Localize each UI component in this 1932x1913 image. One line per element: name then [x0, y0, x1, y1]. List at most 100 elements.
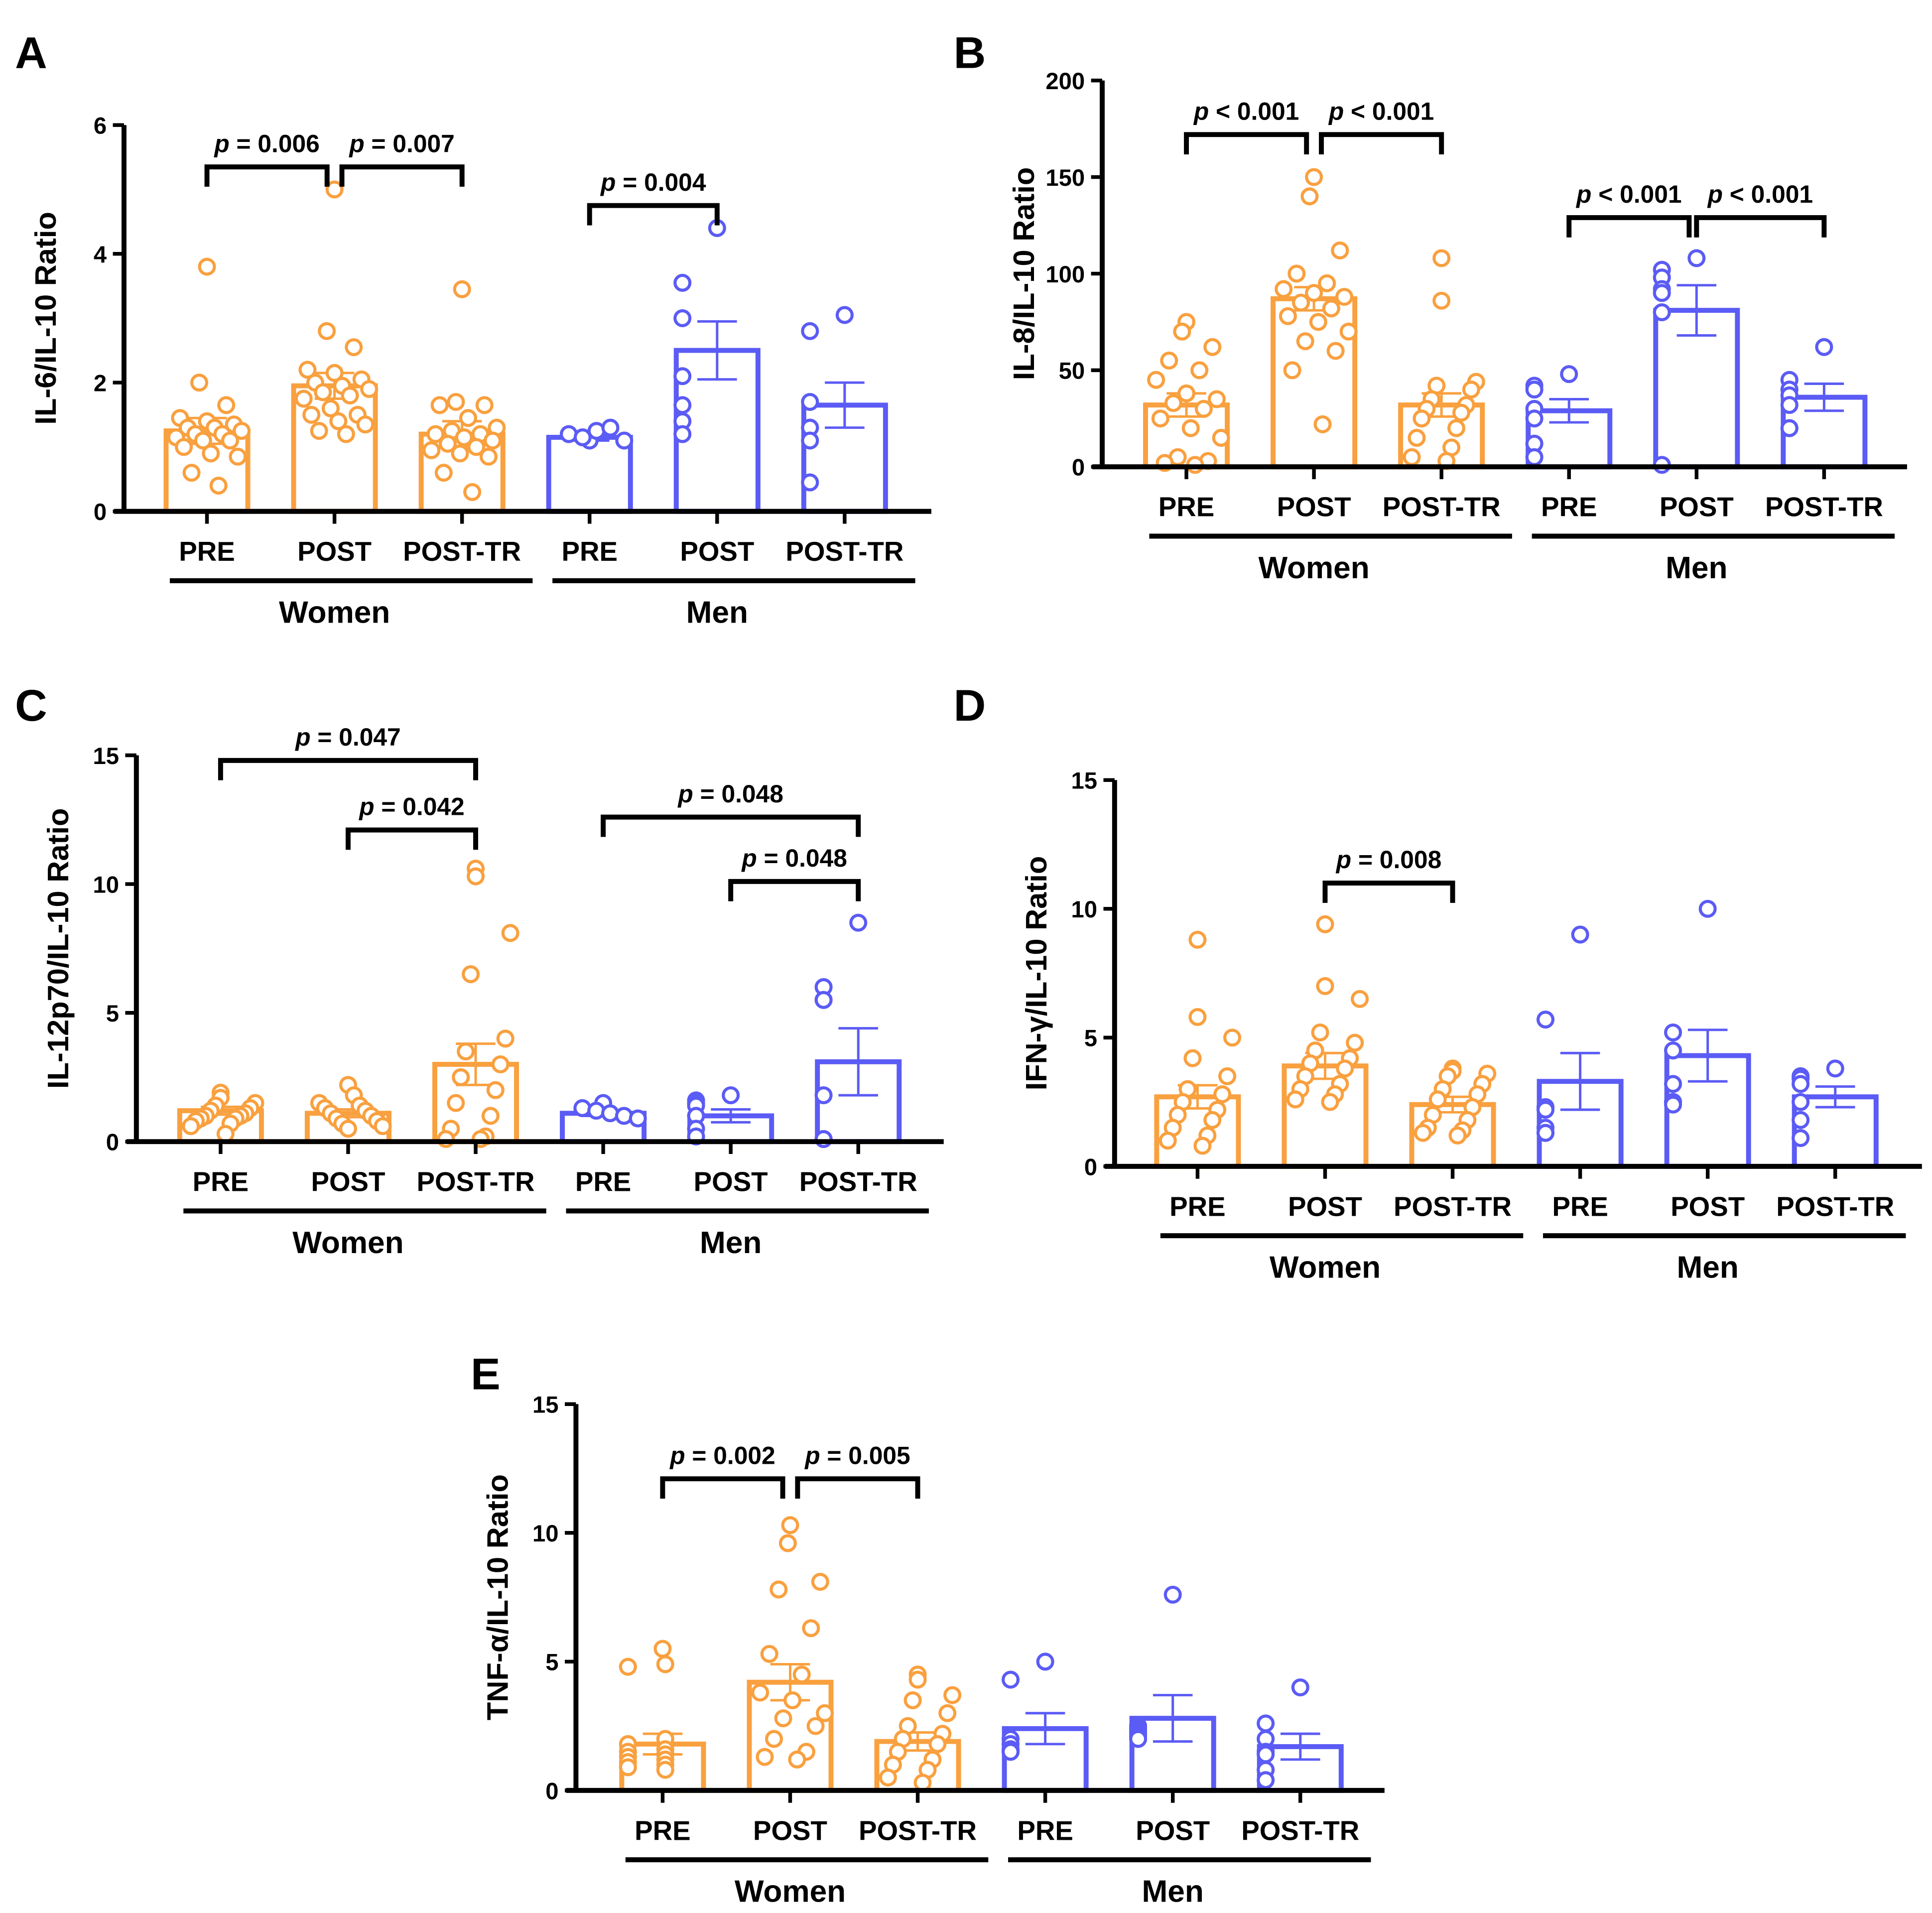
bar-group: [291, 180, 379, 514]
panel-c: C 0 5 10 15 IL-12p70/IL-10 Ratio PRE POST POST-T…: [15, 680, 944, 1260]
bar-group: [1282, 915, 1369, 1169]
data-point: [294, 389, 313, 408]
data-point: [1129, 1730, 1148, 1748]
data-point: [1275, 280, 1293, 298]
data-point: [673, 273, 692, 292]
significance-bracket: p = 0.008: [1322, 846, 1455, 903]
data-point: [1311, 1023, 1329, 1042]
data-point: [447, 392, 465, 411]
data-point: [814, 991, 833, 1009]
y-tick-label: 5: [106, 1001, 119, 1027]
data-point: [1164, 394, 1182, 412]
data-point: [615, 431, 634, 450]
y-tick-label: 10: [532, 1521, 559, 1547]
data-point: [1173, 322, 1191, 341]
p-value-label: p < 0.001: [1328, 97, 1434, 125]
data-point: [792, 1665, 811, 1684]
y-tick-label: 0: [545, 1778, 558, 1804]
p-value-label: p < 0.001: [1707, 180, 1813, 208]
data-point: [1257, 1771, 1275, 1789]
panel-d: D 0 5 10 15 IFN-γ/IL-10 Ratio PRE POST POST-TR PR…: [954, 680, 1922, 1285]
data-point: [202, 444, 220, 463]
x-tick-label: POST: [1136, 1815, 1210, 1846]
significance-bracket: p = 0.047: [218, 723, 478, 780]
data-point: [1448, 1126, 1467, 1145]
data-point: [1321, 1093, 1339, 1111]
y-tick-label: 10: [1071, 896, 1097, 923]
bar-group: [1154, 930, 1242, 1169]
y-tick-label: 0: [94, 499, 107, 525]
data-point: [1309, 313, 1327, 331]
y-tick-label: 6: [94, 113, 107, 139]
x-tick-label: POST-TR: [1383, 492, 1501, 522]
data-point: [1351, 990, 1369, 1008]
data-point: [198, 257, 216, 276]
data-point: [849, 913, 868, 932]
data-point: [1213, 1085, 1232, 1104]
data-point: [1664, 1023, 1682, 1042]
data-point: [325, 180, 344, 199]
x-tick-label: POST-TR: [1241, 1815, 1359, 1846]
x-tick-label: PRE: [1159, 492, 1214, 522]
data-point: [434, 464, 453, 482]
x-tick-label: POST-TR: [859, 1815, 977, 1846]
data-point: [1147, 371, 1165, 389]
data-point: [1432, 249, 1451, 267]
data-point: [756, 1748, 774, 1766]
data-point: [587, 1102, 606, 1120]
y-tick-label: 15: [1071, 768, 1097, 794]
x-tick-label: POST-TR: [403, 536, 521, 567]
x-tick-label: POST: [753, 1815, 827, 1846]
data-point: [1414, 1124, 1432, 1142]
significance-bracket: p = 0.005: [795, 1441, 920, 1499]
data-point: [314, 383, 332, 401]
bar-group: [432, 860, 519, 1148]
data-point: [765, 1730, 783, 1748]
data-point: [1305, 168, 1323, 186]
data-point: [466, 867, 485, 886]
y-tick-label: 5: [545, 1650, 558, 1676]
y-tick-label: 15: [93, 743, 119, 769]
data-point: [1452, 403, 1470, 422]
data-point: [903, 1691, 922, 1709]
bar-group: [619, 1640, 706, 1793]
data-point: [1698, 899, 1717, 918]
y-tick-label: 100: [1045, 261, 1085, 288]
y-tick-label: 0: [106, 1130, 119, 1156]
data-point: [1664, 1041, 1682, 1060]
data-point: [1792, 1129, 1810, 1148]
bracket-line: [1322, 881, 1455, 903]
significance-bracket: p = 0.004: [587, 168, 720, 226]
data-point: [486, 1081, 505, 1099]
panel-letter: B: [954, 28, 986, 78]
data-point: [1183, 1049, 1202, 1067]
p-value-label: p = 0.008: [1335, 846, 1441, 874]
data-point: [629, 1109, 647, 1128]
data-point: [1190, 361, 1209, 380]
bar-group: [560, 1094, 647, 1145]
bar-group: [304, 1076, 392, 1145]
data-point: [217, 396, 236, 414]
data-point: [1036, 1653, 1054, 1671]
significance-bracket: p = 0.048: [728, 844, 861, 901]
data-point: [453, 280, 471, 298]
data-point: [1296, 332, 1314, 351]
data-point: [1177, 384, 1196, 402]
data-point: [216, 1125, 235, 1143]
data-point: [1322, 299, 1340, 318]
bracket-line: [795, 1476, 920, 1499]
group-label: Women: [279, 596, 390, 630]
bar-group: [1143, 313, 1230, 474]
data-point: [751, 1683, 770, 1702]
data-point: [673, 425, 692, 443]
data-point: [1560, 365, 1578, 383]
data-point: [673, 309, 692, 327]
data-point: [1316, 915, 1334, 933]
y-tick-label: 10: [93, 872, 119, 898]
data-point: [673, 367, 692, 385]
y-tick-label: 2: [94, 371, 107, 397]
bracket-line: [601, 814, 861, 837]
data-point: [1212, 429, 1230, 447]
x-tick-label: POST: [297, 536, 372, 567]
data-point: [938, 1704, 957, 1722]
